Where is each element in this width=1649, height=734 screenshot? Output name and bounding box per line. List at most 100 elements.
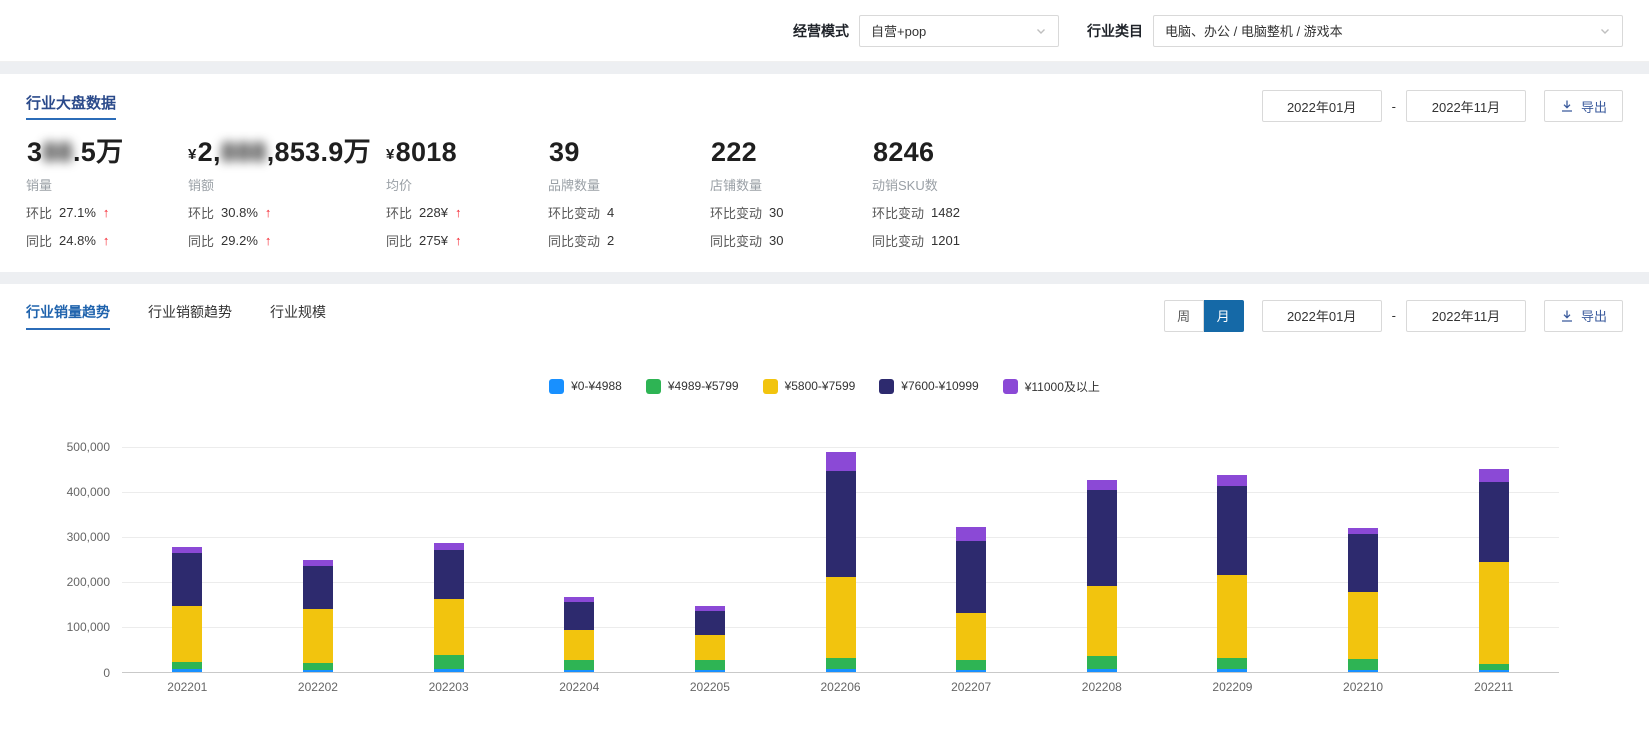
stacked-bar[interactable] bbox=[956, 527, 986, 672]
bar-segment[interactable] bbox=[826, 471, 856, 577]
date-range-separator: - bbox=[1392, 99, 1396, 114]
x-axis-tick-label: 202210 bbox=[1343, 680, 1383, 694]
blurred-digits: 88 bbox=[42, 138, 73, 168]
bar-segment[interactable] bbox=[695, 635, 725, 661]
bar-segment[interactable] bbox=[1479, 469, 1509, 482]
legend-item[interactable]: ¥4989-¥5799 bbox=[646, 378, 739, 395]
x-axis-tick-label: 202208 bbox=[1082, 680, 1122, 694]
bar-segment[interactable] bbox=[1348, 534, 1378, 592]
stacked-bar[interactable] bbox=[564, 597, 594, 672]
bar-segment[interactable] bbox=[956, 541, 986, 613]
trend-export-button[interactable]: 导出 bbox=[1544, 300, 1623, 332]
up-arrow-icon: ↑ bbox=[265, 205, 272, 220]
bar-segment[interactable] bbox=[434, 543, 464, 550]
stacked-bar-chart: 500,000400,000300,000200,000100,00002022… bbox=[122, 447, 1559, 673]
stacked-bar[interactable] bbox=[172, 547, 202, 671]
download-icon bbox=[1560, 309, 1574, 323]
bar-segment[interactable] bbox=[434, 655, 464, 670]
tab-industry-scale[interactable]: 行业规模 bbox=[270, 302, 326, 330]
bar-segment[interactable] bbox=[1479, 562, 1509, 663]
bar-segment[interactable] bbox=[1479, 482, 1509, 562]
bar-segment[interactable] bbox=[1217, 575, 1247, 659]
stacked-bar[interactable] bbox=[434, 543, 464, 672]
legend-item[interactable]: ¥0-¥4988 bbox=[549, 378, 622, 395]
stacked-bar[interactable] bbox=[695, 606, 725, 672]
bar-segment[interactable] bbox=[434, 550, 464, 600]
bar-segment[interactable] bbox=[434, 599, 464, 654]
tab-sales-amount-trend[interactable]: 行业销额趋势 bbox=[148, 302, 232, 330]
bar-segment[interactable] bbox=[172, 669, 202, 671]
industry-overview-panel: 行业大盘数据 2022年01月 - 2022年11月 导出 388.5万 销量 … bbox=[0, 74, 1649, 272]
bar-segment[interactable] bbox=[1087, 656, 1117, 670]
bar-slot: 202203 bbox=[383, 447, 514, 672]
legend-item[interactable]: ¥7600-¥10999 bbox=[879, 378, 978, 395]
overview-export-button[interactable]: 导出 bbox=[1544, 90, 1623, 122]
bar-segment[interactable] bbox=[1479, 670, 1509, 672]
bar-segment[interactable] bbox=[695, 670, 725, 671]
bar-segment[interactable] bbox=[1348, 592, 1378, 659]
bar-segment[interactable] bbox=[303, 609, 333, 662]
y-axis-tick-label: 500,000 bbox=[38, 440, 110, 454]
bar-segment[interactable] bbox=[303, 663, 333, 670]
business-mode-select[interactable]: 自营+pop bbox=[859, 15, 1059, 47]
kpi-brand-count: 39 品牌数量 环比变动4 同比变动2 bbox=[548, 138, 710, 250]
stacked-bar[interactable] bbox=[1217, 475, 1247, 672]
export-label: 导出 bbox=[1581, 306, 1607, 325]
stacked-bar[interactable] bbox=[1087, 480, 1117, 672]
bar-segment[interactable] bbox=[695, 660, 725, 670]
toggle-month-button[interactable]: 月 bbox=[1204, 300, 1244, 332]
bar-segment[interactable] bbox=[564, 602, 594, 630]
legend-item[interactable]: ¥11000及以上 bbox=[1003, 378, 1100, 395]
trend-date-start[interactable]: 2022年01月 bbox=[1262, 300, 1382, 332]
bar-segment[interactable] bbox=[1348, 670, 1378, 672]
bar-segment[interactable] bbox=[172, 553, 202, 606]
bar-segment[interactable] bbox=[956, 527, 986, 541]
bar-segment[interactable] bbox=[303, 670, 333, 672]
legend-swatch-icon bbox=[549, 379, 564, 394]
stacked-bar[interactable] bbox=[303, 560, 333, 672]
bar-segment[interactable] bbox=[956, 613, 986, 660]
overview-date-end[interactable]: 2022年11月 bbox=[1406, 90, 1526, 122]
bar-segment[interactable] bbox=[826, 658, 856, 669]
bar-segment[interactable] bbox=[826, 669, 856, 671]
bar-segment[interactable] bbox=[172, 662, 202, 670]
industry-category-select[interactable]: 电脑、办公 / 电脑整机 / 游戏本 bbox=[1153, 15, 1623, 47]
bar-segment[interactable] bbox=[1087, 490, 1117, 586]
bar-segment[interactable] bbox=[1348, 659, 1378, 670]
period-toggle: 周 月 bbox=[1164, 300, 1244, 332]
bar-segment[interactable] bbox=[1217, 658, 1247, 669]
bar-segment[interactable] bbox=[695, 611, 725, 635]
kpi-mom-row: 环比变动30 bbox=[710, 203, 872, 222]
tab-sales-volume-trend[interactable]: 行业销量趋势 bbox=[26, 302, 110, 330]
bar-segment[interactable] bbox=[303, 566, 333, 610]
stacked-bar[interactable] bbox=[826, 452, 856, 671]
bar-slot: 202211 bbox=[1428, 447, 1559, 672]
bar-segment[interactable] bbox=[1087, 586, 1117, 656]
bar-segment[interactable] bbox=[172, 606, 202, 662]
bar-segment[interactable] bbox=[826, 577, 856, 658]
bar-segment[interactable] bbox=[434, 669, 464, 671]
bar-segment[interactable] bbox=[826, 452, 856, 470]
bar-segment[interactable] bbox=[956, 660, 986, 669]
legend-swatch-icon bbox=[646, 379, 661, 394]
bar-segment[interactable] bbox=[1087, 480, 1117, 490]
tab-industry-overview[interactable]: 行业大盘数据 bbox=[26, 92, 116, 120]
bar-segment[interactable] bbox=[1217, 486, 1247, 574]
toggle-week-button[interactable]: 周 bbox=[1164, 300, 1204, 332]
kpi-value: 8246 bbox=[872, 138, 1623, 168]
bar-segment[interactable] bbox=[564, 670, 594, 671]
stacked-bar[interactable] bbox=[1348, 528, 1378, 672]
trend-controls: 周 月 2022年01月 - 2022年11月 导出 bbox=[1164, 300, 1623, 332]
bar-segment[interactable] bbox=[1217, 669, 1247, 671]
bar-segment[interactable] bbox=[564, 660, 594, 670]
legend-item[interactable]: ¥5800-¥7599 bbox=[763, 378, 856, 395]
kpi-label: 店铺数量 bbox=[710, 175, 872, 194]
bar-segment[interactable] bbox=[1217, 475, 1247, 486]
kpi-mom-row: 环比228¥↑ bbox=[386, 203, 548, 222]
bar-segment[interactable] bbox=[564, 630, 594, 661]
overview-date-start[interactable]: 2022年01月 bbox=[1262, 90, 1382, 122]
stacked-bar[interactable] bbox=[1479, 469, 1509, 671]
bar-segment[interactable] bbox=[956, 670, 986, 672]
trend-date-end[interactable]: 2022年11月 bbox=[1406, 300, 1526, 332]
bar-segment[interactable] bbox=[1087, 669, 1117, 671]
